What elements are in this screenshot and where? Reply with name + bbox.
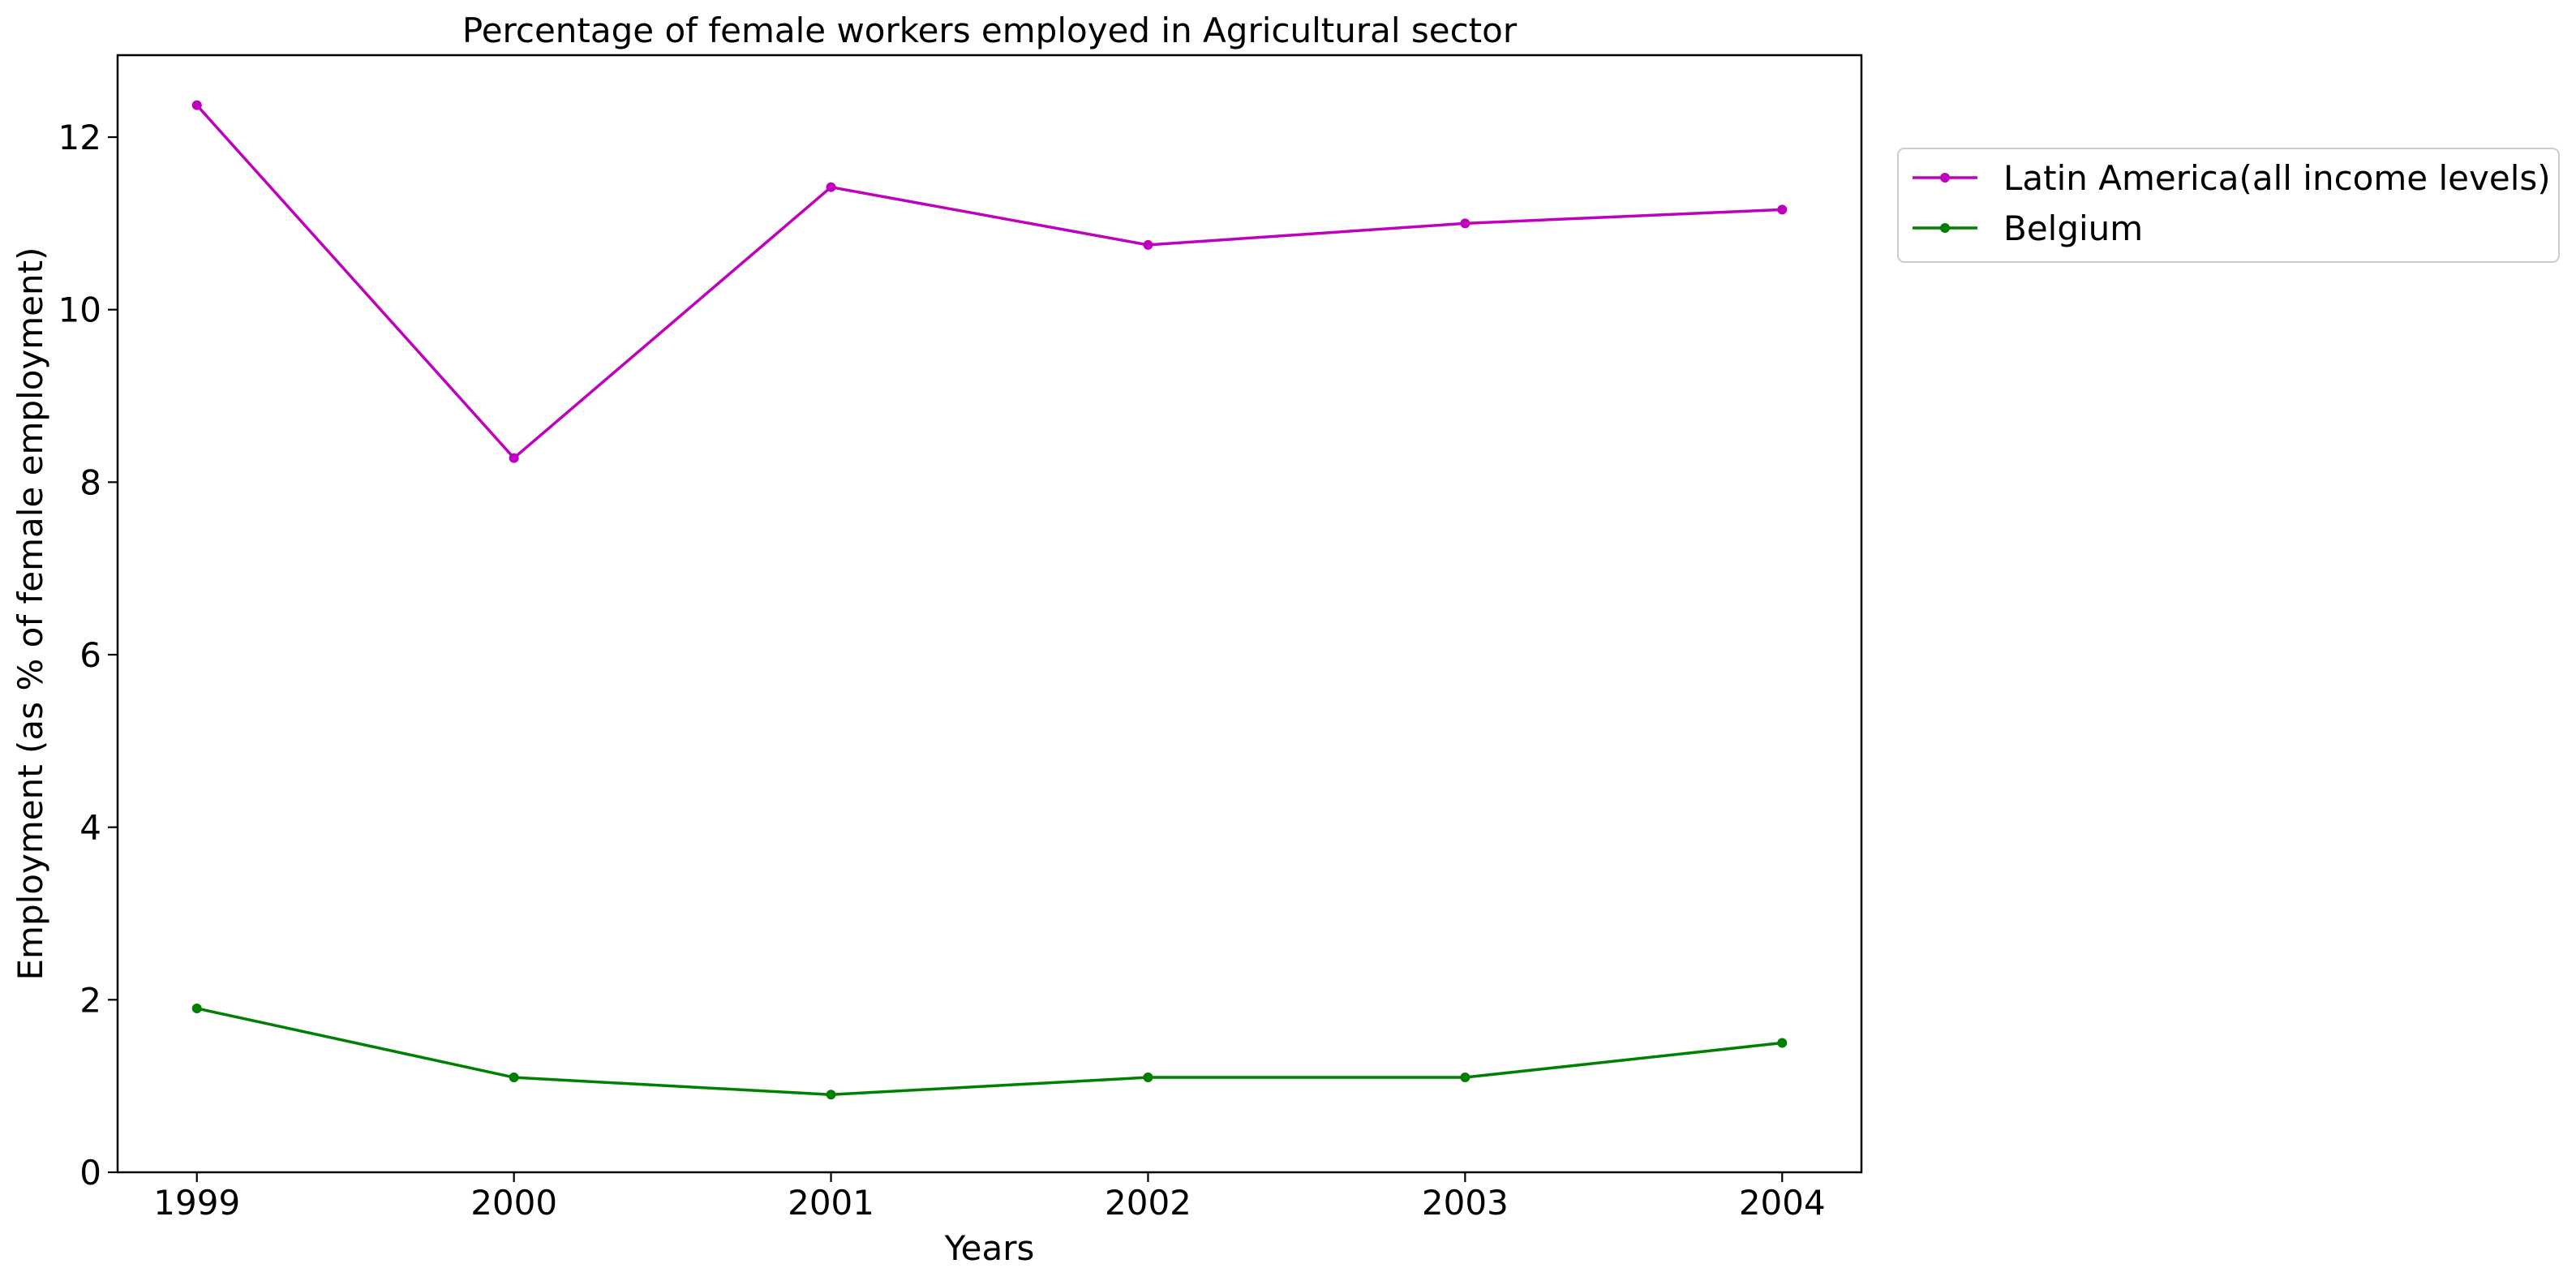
legend-marker-0: [1940, 173, 1950, 183]
y-tick-label-0: 0: [79, 1153, 101, 1193]
x-tick-label-3: 2002: [1105, 1183, 1191, 1223]
x-tick-label-1: 2000: [470, 1183, 557, 1223]
series-1-point-3: [1143, 1073, 1153, 1083]
series-0-point-5: [1777, 204, 1788, 215]
series-line-0: [195, 103, 1784, 460]
legend-label-0: Latin America(all income levels): [2003, 158, 2551, 198]
y-axis-label: Employment (as % of female employment): [11, 247, 50, 981]
series-0-point-3: [1143, 239, 1153, 250]
chart-title: Percentage of female workers employed in…: [462, 11, 1518, 50]
series-1-point-1: [509, 1073, 519, 1083]
series-1-point-2: [826, 1090, 836, 1100]
series-line-1: [195, 1007, 1784, 1097]
legend: Latin America(all income levels) Belgium: [1897, 148, 2560, 263]
y-tick-label-1: 2: [79, 980, 101, 1020]
series-0-point-0: [191, 100, 202, 110]
y-tick-label-2: 4: [79, 808, 101, 848]
series-1-point-5: [1777, 1038, 1788, 1048]
legend-box: [1897, 148, 2560, 263]
y-tick-label-4: 8: [79, 462, 101, 502]
series-1-point-0: [191, 1003, 202, 1013]
series-0-point-2: [826, 182, 836, 192]
x-tick-label-0: 1999: [153, 1183, 240, 1223]
x-axis-label: Years: [944, 1228, 1035, 1268]
y-tick-label-5: 10: [58, 290, 101, 330]
y-tick-label-6: 12: [58, 118, 101, 157]
x-tick-label-5: 2004: [1739, 1183, 1826, 1223]
legend-marker-1: [1940, 223, 1950, 233]
series-0-point-4: [1460, 218, 1470, 229]
plot-layer: 0 2 4 6 8 10 12 1999 2000 2001 2002 2003 2004: [58, 54, 1863, 1223]
y-tick-label-3: 6: [79, 635, 101, 675]
series-1-point-4: [1460, 1073, 1470, 1083]
x-tick-label-4: 2003: [1422, 1183, 1509, 1223]
x-tick-label-2: 2001: [788, 1183, 874, 1223]
series-0-point-1: [509, 453, 519, 463]
plot-frame: [116, 54, 1863, 1174]
legend-label-1: Belgium: [2003, 208, 2143, 248]
